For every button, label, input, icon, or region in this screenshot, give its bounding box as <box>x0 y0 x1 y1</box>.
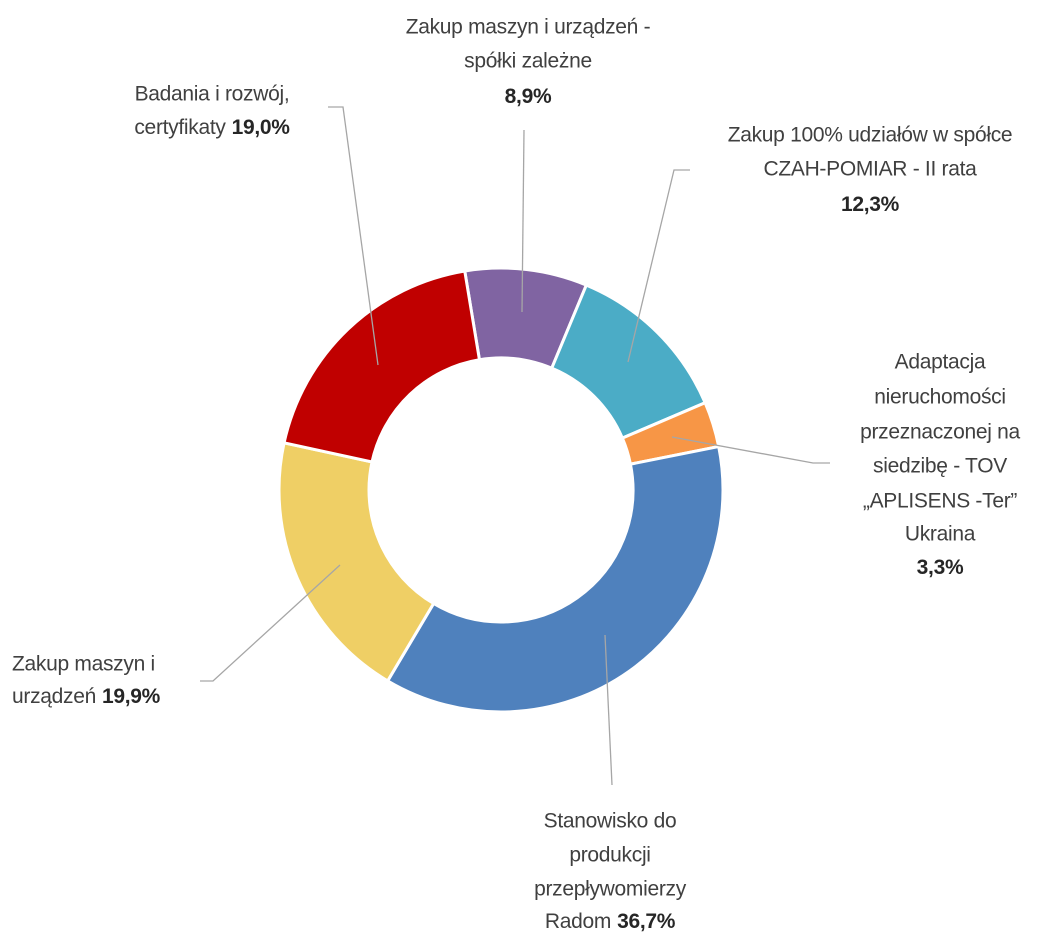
leader-line <box>521 129 525 313</box>
value-label: 19,0% <box>232 116 291 139</box>
category-label: Zakup maszyn i <box>12 653 155 676</box>
category-label: przeznaczonej na <box>860 421 1020 444</box>
leader-line <box>604 634 613 786</box>
category-label: przepływomierzy <box>534 878 687 901</box>
leader-line <box>200 564 341 682</box>
value-label: 8,9% <box>505 85 552 108</box>
value-label: 3,3% <box>917 556 964 579</box>
category-label: „APLISENS -Ter” <box>863 490 1018 513</box>
category-label: certyfikaty <box>134 116 226 139</box>
leader-line <box>627 169 690 363</box>
value-label: 36,7% <box>617 910 676 933</box>
donut-slice <box>277 441 436 683</box>
value-label: 12,3% <box>841 193 900 216</box>
category-label: Radom <box>545 910 611 933</box>
data-label: urządzeń 19,9% <box>12 685 161 708</box>
category-label: CZAH-POMIAR - II rata <box>763 158 977 181</box>
category-label: Zakup 100% udziałów w spółce <box>728 124 1013 147</box>
category-label: nieruchomości <box>874 386 1006 409</box>
donut-slice <box>385 444 725 714</box>
category-label: urządzeń <box>12 685 96 708</box>
category-label: siedzibę - TOV <box>873 455 1007 478</box>
leader-line <box>328 106 379 366</box>
data-label: 12,3% <box>841 193 900 216</box>
category-label: Badania i rozwój, <box>135 83 290 106</box>
donut-slice <box>282 269 482 464</box>
category-label: Adaptacja <box>895 351 986 374</box>
leader-line <box>671 436 830 464</box>
data-label: Radom 36,7% <box>545 910 676 933</box>
category-label: Zakup maszyn i urządzeń - <box>406 16 651 39</box>
value-label: 19,9% <box>102 685 161 708</box>
category-label: produkcji <box>569 844 650 867</box>
category-label: Stanowisko do <box>544 810 677 833</box>
category-label: Ukraina <box>905 523 976 546</box>
data-label: 3,3% <box>917 556 964 579</box>
data-label: 8,9% <box>505 85 552 108</box>
category-label: spółki zależne <box>464 50 592 73</box>
data-label: certyfikaty 19,0% <box>134 116 290 139</box>
